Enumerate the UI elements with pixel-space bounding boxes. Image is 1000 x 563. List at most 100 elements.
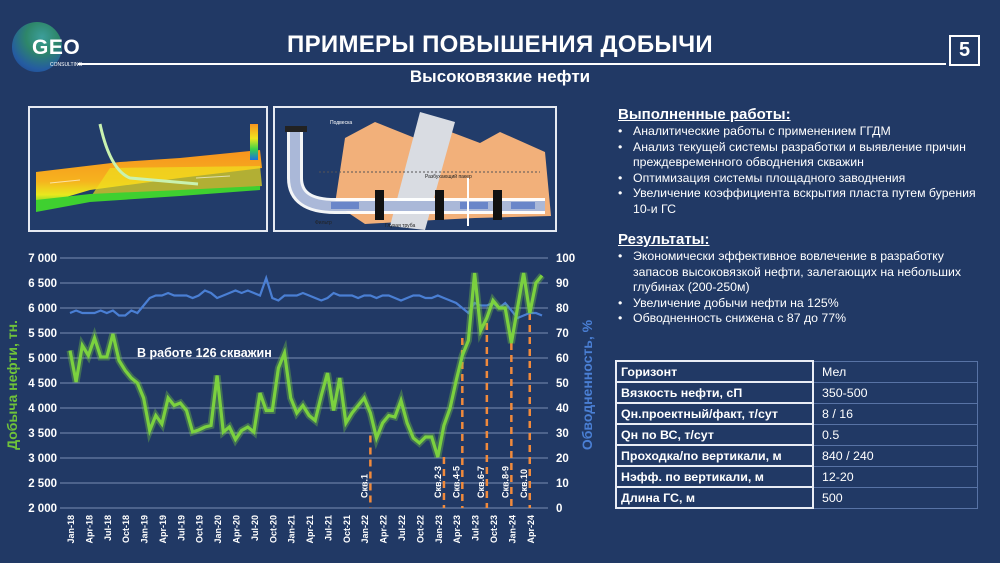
chart-annotation: В работе 126 скважин [137, 346, 272, 360]
works-list: Аналитические работы с применением ГГДМ … [618, 124, 988, 217]
x-tick: Apr-24 [526, 515, 536, 544]
page-subtitle: Высоковязкие нефти [409, 67, 591, 86]
y-tick-right: 20 [556, 453, 569, 465]
page-number: 5 [949, 35, 980, 66]
water-cut-line [69, 274, 543, 320]
reservoir-model-image [28, 106, 268, 232]
x-tick: Oct-22 [415, 515, 425, 543]
x-tick: Jul-22 [397, 515, 407, 541]
param-name: Проходка/по вертикали, м [615, 444, 814, 467]
table-row: Qн.проектный/факт, т/сут 8 / 16 [615, 402, 978, 425]
results-item: Обводненность снижена с 87 до 77% [618, 311, 988, 327]
globe-icon [12, 22, 62, 72]
works-item: Оптимизация системы площадного заводнени… [618, 171, 988, 187]
param-name: Длина ГС, м [615, 486, 814, 509]
well-marker-label: Скв.4-5 [451, 466, 461, 498]
y-tick-left: 5 000 [28, 353, 57, 365]
param-name: Нэфф. по вертикали, м [615, 465, 814, 488]
param-value: 0.5 [812, 423, 978, 446]
y-tick-left: 3 000 [28, 453, 57, 465]
x-tick: Jan-19 [140, 515, 150, 544]
x-tick: Oct-21 [342, 515, 352, 543]
param-value: Мел [812, 360, 978, 383]
x-tick: Jul-23 [471, 515, 481, 541]
y-axis-right-label: Обводненность, % [579, 319, 595, 450]
x-tick: Apr-19 [158, 515, 168, 544]
results-list: Экономически эффективное вовлечение в ра… [618, 249, 988, 327]
param-name: Горизонт [615, 360, 814, 383]
works-item: Аналитические работы с применением ГГДМ [618, 124, 988, 140]
well-marker-label: Скв.6-7 [476, 466, 486, 498]
oil-production-line [68, 272, 544, 458]
table-row: Проходка/по вертикали, м 840 / 240 [615, 444, 978, 467]
x-tick: Jul-18 [103, 515, 113, 541]
x-tick: Oct-20 [268, 515, 278, 543]
x-tick: Apr-18 [84, 515, 94, 544]
param-value: 8 / 16 [812, 402, 978, 425]
y-tick-right: 40 [556, 403, 569, 415]
param-value: 840 / 240 [812, 444, 978, 467]
scheme-label-packer: Разбухающий пакер [425, 173, 472, 180]
x-tick: Apr-23 [452, 515, 462, 544]
x-tick: Oct-23 [489, 515, 499, 543]
x-tick: Apr-20 [232, 515, 242, 544]
scheme-label-top: Подвеска [330, 120, 352, 126]
y-tick-right: 0 [556, 503, 562, 515]
scheme-label-filter: Фильтр [315, 220, 332, 226]
y-tick-left: 3 500 [28, 428, 57, 440]
y-tick-left: 6 000 [28, 303, 57, 315]
logo-text: GEO [32, 36, 81, 59]
y-tick-left: 2 000 [28, 503, 57, 515]
y-tick-right: 60 [556, 353, 569, 365]
x-tick: Jul-21 [323, 515, 333, 541]
x-tick: Jul-19 [176, 515, 186, 541]
y-tick-right: 70 [556, 328, 569, 340]
table-row: Длина ГС, м 500 [615, 486, 978, 509]
param-value: 350-500 [812, 381, 978, 404]
param-value: 12-20 [812, 465, 978, 488]
y-tick-left: 4 000 [28, 403, 57, 415]
header-divider [78, 63, 946, 65]
y-axis-left-label: Добыча нефти, тн. [4, 320, 20, 450]
param-name: Qн.проектный/факт, т/сут [615, 402, 814, 425]
x-tick: Jan-24 [507, 515, 517, 544]
works-item: Увеличение коэффициента вскрытия пласта … [618, 186, 988, 217]
param-value: 500 [812, 486, 978, 509]
x-tick: Jan-18 [66, 515, 76, 544]
table-row: Нэфф. по вертикали, м 12-20 [615, 465, 978, 488]
y-tick-right: 10 [556, 478, 569, 490]
company-logo: GEO CONSULTING [12, 22, 82, 74]
scheme-label-blank-pipe: Глухая труба [385, 223, 415, 229]
works-title: Выполненные работы: [618, 106, 791, 123]
y-tick-left: 4 500 [28, 378, 57, 390]
table-row: Qн по ВС, т/сут 0.5 [615, 423, 978, 446]
well-completion-scheme-image: Подвеска Разбухающий пакер Фильтр Глухая… [273, 106, 557, 232]
y-tick-right: 50 [556, 378, 569, 390]
y-tick-right: 30 [556, 428, 569, 440]
x-tick: Jan-22 [360, 515, 370, 544]
page-title: ПРИМЕРЫ ПОВЫШЕНИЯ ДОБЫЧИ [287, 31, 713, 58]
results-item: Увеличение добычи нефти на 125% [618, 296, 988, 312]
table-row: Горизонт Мел [615, 360, 978, 383]
y-tick-left: 6 500 [28, 278, 57, 290]
well-marker-label: Скв.2-3 [433, 466, 443, 498]
y-tick-right: 90 [556, 278, 569, 290]
well-marker-label: Скв.10 [519, 469, 529, 498]
well-marker-label: Скв.8-9 [500, 466, 510, 498]
parameters-table: Горизонт Мел Вязкость нефти, сП 350-500 Qн.п… [615, 360, 978, 509]
y-tick-right: 100 [556, 253, 575, 265]
x-tick: Oct-19 [195, 515, 205, 543]
x-tick: Apr-22 [379, 515, 389, 544]
works-item: Анализ текущей системы разработки и выяв… [618, 140, 988, 171]
logo-subtext: CONSULTING [50, 62, 83, 68]
x-tick: Apr-21 [305, 515, 315, 544]
x-tick: Jul-20 [250, 515, 260, 541]
production-chart: 7 000 6 500 6 000 5 500 5 000 4 500 4 000 3 500… [4, 253, 595, 544]
y-tick-right: 80 [556, 303, 569, 315]
param-name: Вязкость нефти, сП [615, 381, 814, 404]
param-name: Qн по ВС, т/сут [615, 423, 814, 446]
results-item: Экономически эффективное вовлечение в ра… [618, 249, 988, 296]
results-title: Результаты: [618, 231, 710, 248]
well-marker-label: Скв.1 [359, 474, 369, 498]
y-tick-left: 5 500 [28, 328, 57, 340]
